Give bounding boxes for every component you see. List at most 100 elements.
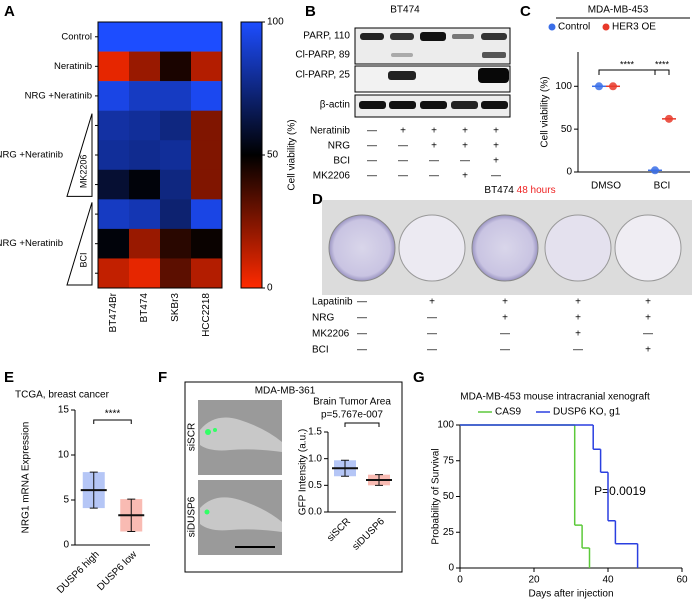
row-label: NRG +Neratinib [0, 238, 63, 249]
panel-label: B [305, 3, 316, 20]
survival-step [599, 449, 608, 473]
treatment-sign: — [500, 345, 510, 356]
heatmap-cell [191, 22, 223, 52]
treatment-name: MK2206 [312, 329, 350, 340]
heatmap-cell [160, 51, 192, 82]
treatment-name: MK2206 [313, 171, 351, 182]
treatment-sign: + [645, 345, 651, 356]
heatmap-cell [129, 51, 161, 82]
heatmap-cell [191, 258, 223, 289]
heatmap-cell [98, 169, 130, 200]
treatment-sign: — [460, 156, 470, 167]
heatmap-cell [129, 169, 161, 200]
legend-label: Control [558, 22, 590, 33]
y-axis-label: NRG1 mRNA Expression [21, 422, 32, 534]
significance-bracket [344, 422, 380, 427]
band-label: Cl-PARP, 25 [295, 70, 350, 81]
legend-label: HER3 OE [612, 22, 656, 33]
y-tick-label: 50 [561, 124, 573, 135]
y-tick-label: 0 [448, 563, 454, 574]
y-tick-label: 1.5 [308, 427, 322, 438]
colorbar-label: Cell viability (%) [287, 119, 298, 190]
treatment-sign: + [493, 126, 499, 137]
panel-label: D [312, 191, 323, 208]
heatmap-cell [160, 110, 192, 141]
chart-title: Brain Tumor Area [313, 397, 391, 408]
y-tick-label: 5 [63, 495, 69, 506]
treatment-sign: + [645, 313, 651, 324]
significance-label: **** [655, 59, 670, 69]
y-axis-label: GFP Intensity (a.u.) [298, 429, 309, 516]
plate-title-cell: BT474 [484, 185, 514, 196]
panel-label: A [4, 3, 15, 20]
treatment-sign: — [367, 126, 377, 137]
treatment-sign: — [357, 313, 367, 324]
y-tick-label: 1.0 [308, 453, 322, 464]
plate-images [322, 200, 692, 295]
row-label: NRG +Neratinib [25, 90, 92, 101]
x-tick-label: BCI [654, 181, 671, 192]
treatment-name: Neratinib [310, 126, 350, 137]
treatment-name: Lapatinib [312, 297, 353, 308]
y-tick-label: 75 [443, 455, 455, 466]
treatment-sign: — [398, 156, 408, 167]
y-tick-label: 0 [566, 167, 572, 178]
heatmap-cell [98, 51, 130, 82]
treatment-name: BCI [333, 156, 350, 167]
blot-title: BT474 [390, 5, 420, 16]
heatmap-cell [191, 140, 223, 171]
heatmap-cell [191, 81, 223, 111]
y-tick-label: 100 [555, 81, 572, 92]
panel-frame [184, 381, 403, 573]
treatment-sign: + [575, 297, 581, 308]
y-tick-label: 100 [437, 420, 454, 431]
chart-title: MDA-MB-453 mouse intracranial xenograft [460, 392, 650, 403]
heatmap-cell [191, 228, 223, 259]
heatmap-cell [160, 22, 192, 52]
x-tick-label: DMSO [591, 181, 621, 192]
significance-bracket [93, 419, 132, 424]
treatment-sign: + [429, 297, 435, 308]
treatment-sign: + [431, 141, 437, 152]
y-tick-label: 10 [58, 450, 70, 461]
treatment-sign: — [573, 345, 583, 356]
treatment-sign: — [427, 329, 437, 340]
band-label: β-actin [320, 100, 350, 111]
heatmap-cell [129, 81, 161, 111]
treatment-name: NRG [328, 141, 350, 152]
treatment-sign: + [502, 297, 508, 308]
heatmap-cell [191, 199, 223, 230]
dot [651, 166, 659, 175]
treatment-sign: + [502, 313, 508, 324]
x-axis-label: Days after injection [528, 589, 613, 600]
chart-title: TCGA, breast cancer [15, 390, 110, 401]
annotation: P=0.0019 [594, 484, 646, 498]
heatmap-cell [98, 199, 130, 230]
image-label: siSCR [187, 423, 198, 451]
panel-label: G [413, 369, 425, 386]
legend-label: DUSP6 KO, g1 [553, 407, 621, 418]
heatmap-cell [98, 258, 130, 289]
column-label: BT474Br [108, 292, 119, 332]
heatmap-cell [160, 169, 192, 200]
survival-step [581, 525, 590, 549]
heatmap-cell [129, 258, 161, 289]
chart-title: MDA-MB-453 [588, 5, 649, 16]
wedge-label: BCI [78, 252, 88, 267]
treatment-name: BCI [312, 345, 329, 356]
colorbar-tick-label: 50 [267, 150, 279, 161]
panel-label: C [520, 3, 531, 20]
heatmap-cell [191, 110, 223, 141]
treatment-sign: — [429, 156, 439, 167]
heatmap-cell [98, 22, 130, 52]
plate-title: BT474 48 hours [484, 185, 555, 196]
dot [595, 82, 603, 91]
treatment-sign: — [357, 329, 367, 340]
gradient-wedge [66, 202, 93, 286]
band-label: PARP, 110 [303, 31, 350, 42]
heatmap-cell [160, 81, 192, 111]
blot-images [354, 27, 511, 118]
treatment-sign: + [493, 156, 499, 167]
significance-bracket [654, 69, 670, 75]
